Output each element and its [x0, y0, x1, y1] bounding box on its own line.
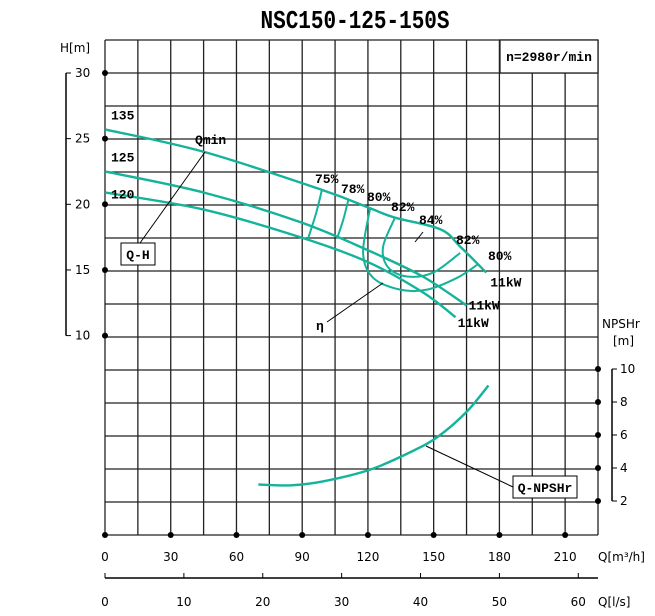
x2-tick-label: 10 — [176, 595, 191, 609]
grid — [104, 39, 599, 536]
power-label: 11kW — [469, 298, 500, 313]
x-tick-dot — [496, 532, 503, 538]
y2-tick-dot — [595, 366, 601, 372]
speed-label-box — [499, 39, 599, 74]
y-tick-label: 10 — [75, 329, 90, 343]
y-tick-label: 30 — [75, 66, 90, 80]
x-axis-label: Q[m³/h] — [598, 550, 645, 564]
efficiency-contour-80% — [362, 208, 478, 293]
x-tick-label: 210 — [554, 550, 577, 564]
qmin-label: Qmin — [195, 133, 226, 148]
eta-label: η — [316, 319, 324, 334]
x2-tick-label: 50 — [492, 595, 507, 609]
npsh-pointer — [425, 445, 514, 488]
y2-tick-dot — [595, 432, 601, 438]
x-tick-label: 180 — [488, 550, 511, 564]
x-tick-dot — [364, 532, 371, 538]
x-tick-dot — [167, 532, 174, 538]
peak-eff-pointer — [414, 231, 424, 243]
y2-tick-label: 6 — [620, 428, 628, 442]
impeller-diameter-label: 125 — [111, 150, 135, 165]
efficiency-label-right: 80% — [488, 249, 512, 264]
curve-labels: 13511kW12511kW12011kW75%78%80%80%82%82%8… — [111, 108, 522, 331]
y-tick-label: 20 — [75, 197, 90, 211]
qnpsh-label: Q-NPSHr — [518, 481, 573, 496]
impeller-diameter-label: 135 — [111, 108, 135, 123]
impeller-diameter-label: 120 — [111, 187, 135, 202]
curves — [104, 128, 490, 487]
npshr-curve — [258, 384, 490, 487]
x2-tick-label: 40 — [413, 595, 428, 609]
y2-axis-label: NPSHr — [602, 317, 640, 331]
y-tick-dot — [102, 332, 108, 339]
qmin-pointer — [139, 151, 206, 244]
y-tick-label: 25 — [75, 132, 90, 146]
x-tick-dot — [562, 532, 569, 538]
efficiency-contour-78% — [336, 200, 350, 239]
x-tick-label: 120 — [356, 550, 379, 564]
qh-curve-135 — [104, 128, 488, 274]
eta-pointer — [326, 282, 384, 323]
y-tick-dot — [102, 266, 108, 273]
x-tick-dot — [102, 532, 108, 538]
y2-tick-dot — [595, 465, 601, 471]
x-tick-label: 30 — [163, 550, 178, 564]
qh-label-box — [120, 242, 156, 266]
power-label: 11kW — [458, 316, 489, 331]
qh-label: Q-H — [126, 248, 149, 263]
efficiency-label: 78% — [341, 182, 365, 197]
x2-tick-label: 60 — [571, 595, 586, 609]
y2-tick-dot — [595, 399, 601, 405]
y2-tick-dot — [595, 498, 601, 504]
x-tick-dot — [430, 532, 437, 538]
efficiency-label: 75% — [315, 172, 339, 187]
chart-title: NSC150-125-150S — [260, 7, 449, 37]
x-tick-dot — [299, 532, 306, 538]
y2-axis-unit: [m] — [613, 334, 634, 348]
y-tick-label: 15 — [75, 263, 90, 277]
y2-tick-label: 10 — [620, 362, 635, 376]
efficiency-label-right: 82% — [456, 233, 480, 248]
peak-efficiency-label: 84% — [419, 213, 443, 228]
efficiency-contour-75% — [307, 189, 323, 239]
speed-label: n=2980r/min — [506, 50, 592, 65]
y-tick-dot — [102, 70, 108, 76]
efficiency-label: 82% — [391, 200, 415, 215]
y-tick-dot — [102, 135, 108, 142]
efficiency-contour-82% — [381, 217, 461, 278]
x-tick-label: 90 — [295, 550, 310, 564]
x2-tick-label: 20 — [255, 595, 270, 609]
y-axis-label: H[m] — [60, 41, 90, 55]
y2-tick-label: 8 — [620, 395, 628, 409]
power-label: 11kW — [490, 276, 521, 291]
qnpsh-label-box — [512, 475, 578, 499]
qh-curve-120 — [104, 191, 457, 319]
y2-tick-label: 2 — [620, 494, 628, 508]
y2-tick-label: 4 — [620, 461, 628, 475]
x-tick-label: 60 — [229, 550, 244, 564]
efficiency-label: 80% — [367, 190, 391, 205]
x2-axis-label: Q[l/s] — [598, 595, 630, 609]
x-tick-dot — [233, 532, 240, 538]
x-tick-label: 150 — [422, 550, 445, 564]
x2-tick-label: 0 — [101, 595, 109, 609]
y-tick-dot — [102, 201, 108, 208]
x2-tick-label: 30 — [334, 595, 349, 609]
x-tick-label: 0 — [101, 550, 109, 564]
